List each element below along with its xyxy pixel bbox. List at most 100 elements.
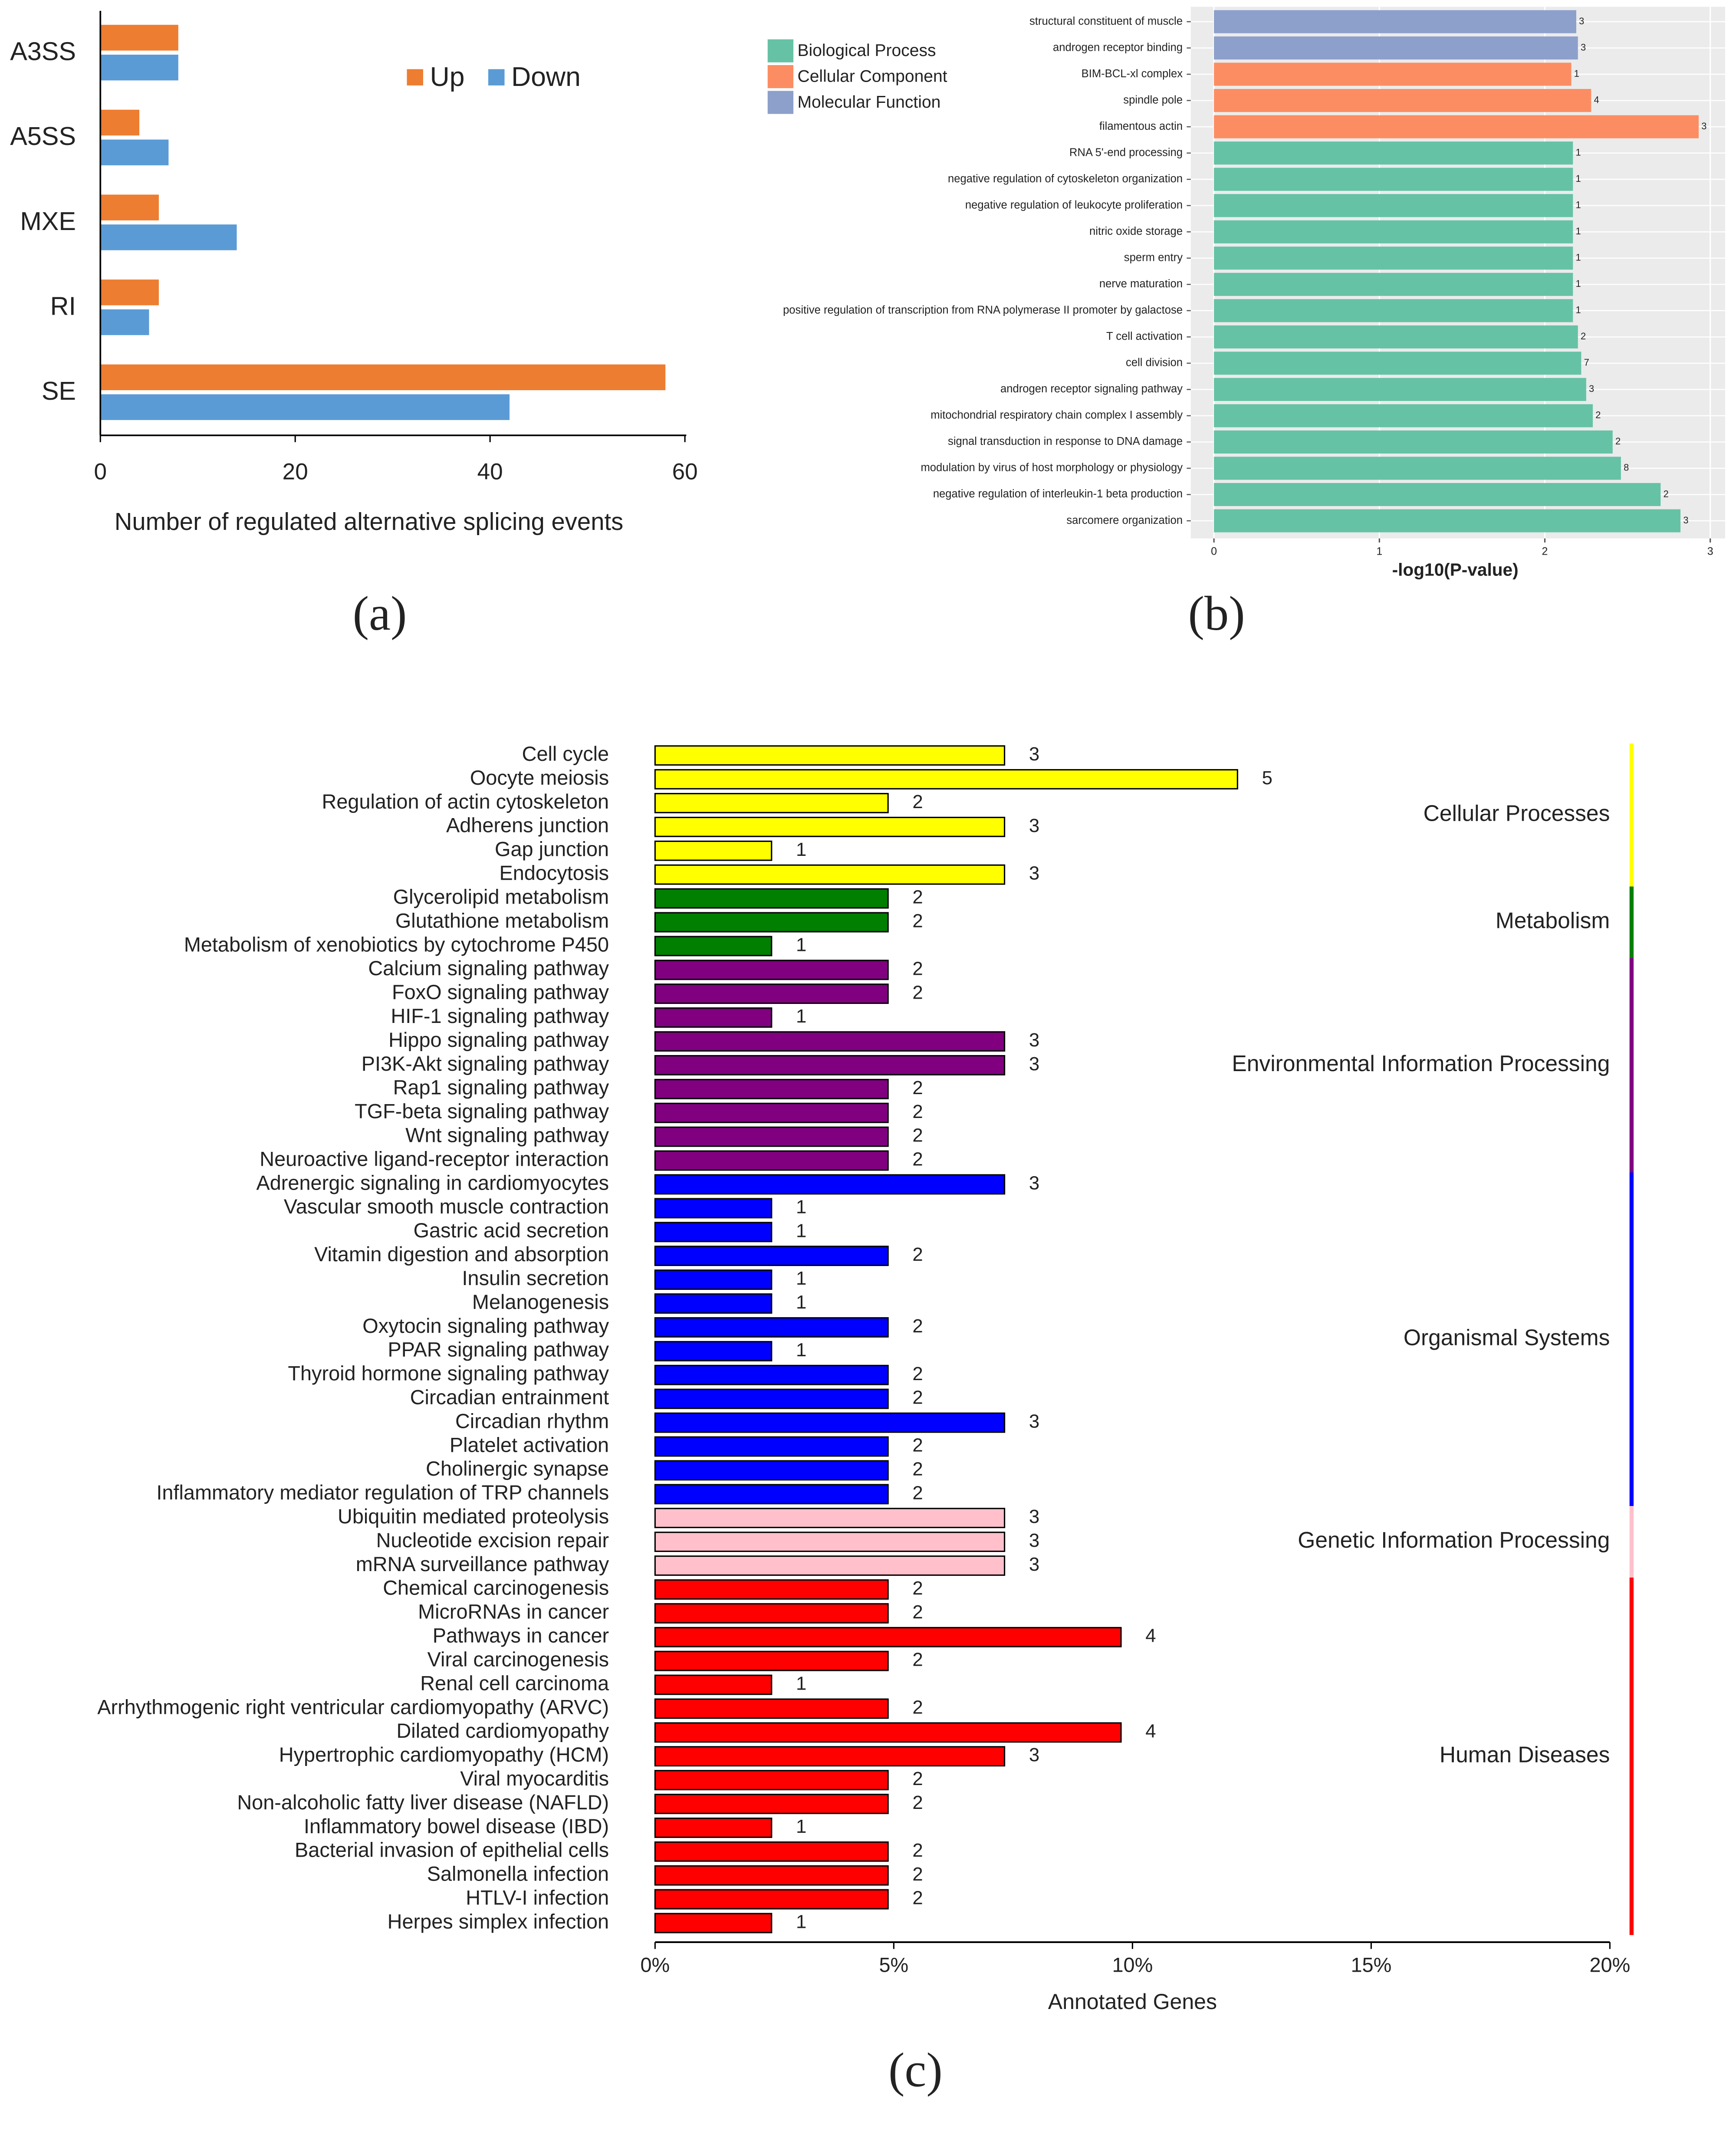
- x-tick-label: 15%: [1351, 1954, 1391, 1976]
- y-tick-label: Pathways in cancer: [433, 1624, 609, 1647]
- y-tick-label: signal transduction in response to DNA d…: [948, 435, 1183, 447]
- bar-label: 3: [1581, 42, 1586, 53]
- bar: [100, 139, 169, 165]
- bar-label: 1: [1574, 68, 1579, 79]
- legend-swatch: [767, 39, 794, 62]
- bar: [100, 109, 140, 136]
- y-tick-label: A3SS: [10, 37, 76, 66]
- bar: [654, 1198, 773, 1219]
- group-label: Metabolism: [1496, 908, 1610, 933]
- group-label: Organismal Systems: [1404, 1325, 1610, 1350]
- legend-swatch: [767, 91, 794, 114]
- bar-label: 3: [1029, 1173, 1039, 1194]
- bar-label: 2: [1595, 410, 1601, 421]
- y-tick-label: Chemical carcinogenesis: [383, 1577, 609, 1599]
- bar: [654, 1150, 889, 1171]
- bar-label: 1: [1576, 305, 1581, 316]
- bar: [1214, 89, 1591, 112]
- bar: [654, 1222, 773, 1243]
- bar-label: 1: [796, 1268, 806, 1289]
- y-tick-label: HIF-1 signaling pathway: [391, 1005, 609, 1027]
- bar: [654, 1412, 1006, 1433]
- x-tick-label: 40: [477, 459, 503, 485]
- y-tick-label: Hippo signaling pathway: [388, 1029, 609, 1051]
- x-tick-label: 0: [94, 459, 107, 485]
- bar: [654, 816, 1006, 837]
- legend-swatch: [407, 69, 423, 85]
- bar: [654, 1031, 1006, 1052]
- bar: [654, 1293, 773, 1314]
- y-tick-label: Oxytocin signaling pathway: [362, 1315, 609, 1337]
- bar-label: 2: [912, 1458, 923, 1480]
- bar-label: 1: [1576, 278, 1581, 289]
- bar-label: 2: [912, 1578, 923, 1599]
- bar: [654, 1889, 889, 1910]
- y-tick-label: Metabolism of xenobiotics by cytochrome …: [184, 933, 609, 956]
- bar: [654, 1341, 773, 1361]
- y-tick-label: RNA 5'-end processing: [1069, 146, 1183, 158]
- legend-label: Biological Process: [798, 41, 936, 60]
- y-tick-label: Salmonella infection: [427, 1863, 609, 1885]
- bar: [1214, 352, 1581, 375]
- bar-label: 2: [912, 1149, 923, 1170]
- bar: [100, 394, 510, 420]
- y-tick-label: Oocyte meiosis: [470, 766, 609, 789]
- bar-label: 1: [796, 1220, 806, 1241]
- bar-label: 1: [796, 934, 806, 955]
- bar-label: 1: [796, 839, 806, 860]
- y-tick-label: Glutathione metabolism: [395, 909, 609, 932]
- bar: [654, 1746, 1006, 1767]
- bar-label: 1: [796, 1816, 806, 1837]
- bar: [1214, 430, 1613, 454]
- bar: [654, 1102, 889, 1123]
- bar-label: 2: [912, 1768, 923, 1789]
- y-tick-label: nitric oxide storage: [1089, 225, 1183, 237]
- bar-label: 3: [1589, 383, 1594, 394]
- bar-label: 3: [1029, 1744, 1039, 1766]
- y-tick-label: Circadian entrainment: [410, 1386, 609, 1408]
- y-tick-label: sperm entry: [1124, 252, 1183, 264]
- bar: [1214, 325, 1578, 349]
- y-tick-label: T cell activation: [1106, 330, 1183, 342]
- group-label: Genetic Information Processing: [1298, 1527, 1610, 1552]
- bar: [654, 1841, 889, 1862]
- bar: [654, 1388, 889, 1409]
- bar-label: 5: [1262, 767, 1272, 789]
- bar-label: 2: [912, 1363, 923, 1384]
- bar: [654, 1794, 889, 1814]
- bar: [654, 1913, 773, 1933]
- legend-swatch: [767, 65, 794, 89]
- y-tick-label: modulation by virus of host morphology o…: [921, 462, 1183, 474]
- bar-label: 1: [796, 1339, 806, 1361]
- y-tick-label: Regulation of actin cytoskeleton: [322, 790, 609, 813]
- bar: [100, 279, 159, 306]
- y-tick-label: Melanogenesis: [472, 1291, 609, 1313]
- y-tick-label: Neuroactive ligand-receptor interaction: [260, 1148, 609, 1170]
- x-tick-label: 1: [1376, 545, 1382, 557]
- bar-label: 4: [1145, 1720, 1156, 1742]
- y-tick-label: Wnt signaling pathway: [405, 1124, 609, 1147]
- legend-label: Down: [511, 62, 581, 92]
- y-tick-label: Cholinergic synapse: [426, 1457, 609, 1480]
- bar-label: 2: [912, 1601, 923, 1623]
- x-axis-label: Number of regulated alternative splicing…: [115, 508, 624, 535]
- y-tick-label: Platelet activation: [450, 1434, 609, 1456]
- bar-label: 2: [912, 958, 923, 979]
- y-tick-label: Herpes simplex infection: [388, 1910, 609, 1933]
- y-tick-label: Thyroid hormone signaling pathway: [288, 1362, 609, 1385]
- x-tick-label: 0: [1211, 545, 1217, 557]
- x-tick-label: 60: [672, 459, 698, 485]
- bar: [1214, 220, 1573, 243]
- bar: [654, 1770, 889, 1791]
- group-label: Cellular Processes: [1424, 801, 1610, 826]
- x-tick-label: 0%: [641, 1954, 670, 1976]
- y-tick-label: Calcium signaling pathway: [368, 957, 609, 980]
- bar: [1214, 168, 1573, 191]
- bar: [1214, 141, 1573, 165]
- bar: [100, 364, 666, 391]
- bar: [654, 1317, 889, 1338]
- y-tick-label: FoxO signaling pathway: [392, 981, 609, 1003]
- bar: [1214, 483, 1661, 506]
- y-tick-label: Endocytosis: [499, 862, 609, 885]
